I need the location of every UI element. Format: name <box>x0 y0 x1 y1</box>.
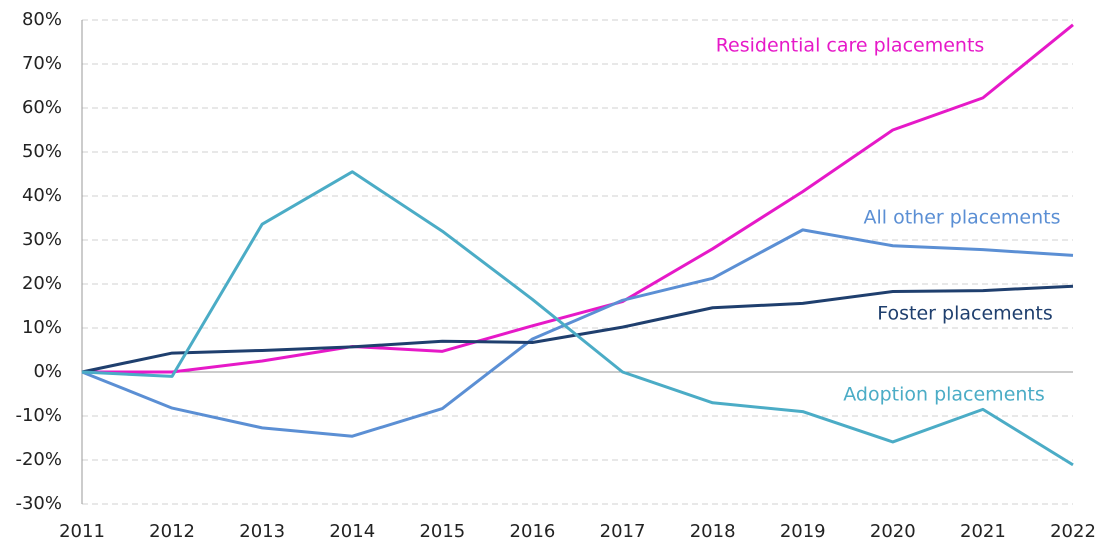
x-tick-label: 2019 <box>780 521 826 542</box>
y-tick-label: -30% <box>15 493 62 514</box>
x-tick-label: 2021 <box>960 521 1006 542</box>
y-tick-label: -20% <box>15 449 62 470</box>
y-tick-label: 50% <box>22 141 62 162</box>
series-line <box>81 170 1074 467</box>
series-label: All other placements <box>864 207 1061 229</box>
y-tick-label: 10% <box>22 317 62 338</box>
y-tick-label: -10% <box>15 405 62 426</box>
y-tick-label: 80% <box>22 9 62 30</box>
series-line <box>81 228 1074 438</box>
y-tick-label: 70% <box>22 53 62 74</box>
x-tick-label: 2017 <box>600 521 646 542</box>
y-tick-label: 0% <box>33 361 62 382</box>
x-tick-label: 2016 <box>510 521 556 542</box>
y-tick-label: 40% <box>22 185 62 206</box>
x-tick-label: 2014 <box>329 521 375 542</box>
series-label: Foster placements <box>877 303 1052 325</box>
y-tick-label: 60% <box>22 97 62 118</box>
x-tick-label: 2012 <box>149 521 195 542</box>
y-tick-label: 30% <box>22 229 62 250</box>
series-label: Residential care placements <box>716 35 985 57</box>
x-tick-label: 2013 <box>239 521 285 542</box>
x-tick-label: 2018 <box>690 521 736 542</box>
x-tick-label: 2015 <box>419 521 465 542</box>
y-tick-label: 20% <box>22 273 62 294</box>
x-tick-label: 2020 <box>870 521 916 542</box>
series-line <box>81 284 1074 374</box>
x-tick-label: 2022 <box>1050 521 1096 542</box>
series-label: Adoption placements <box>843 384 1045 406</box>
series-line <box>82 23 1074 374</box>
x-tick-label: 2011 <box>59 521 105 542</box>
